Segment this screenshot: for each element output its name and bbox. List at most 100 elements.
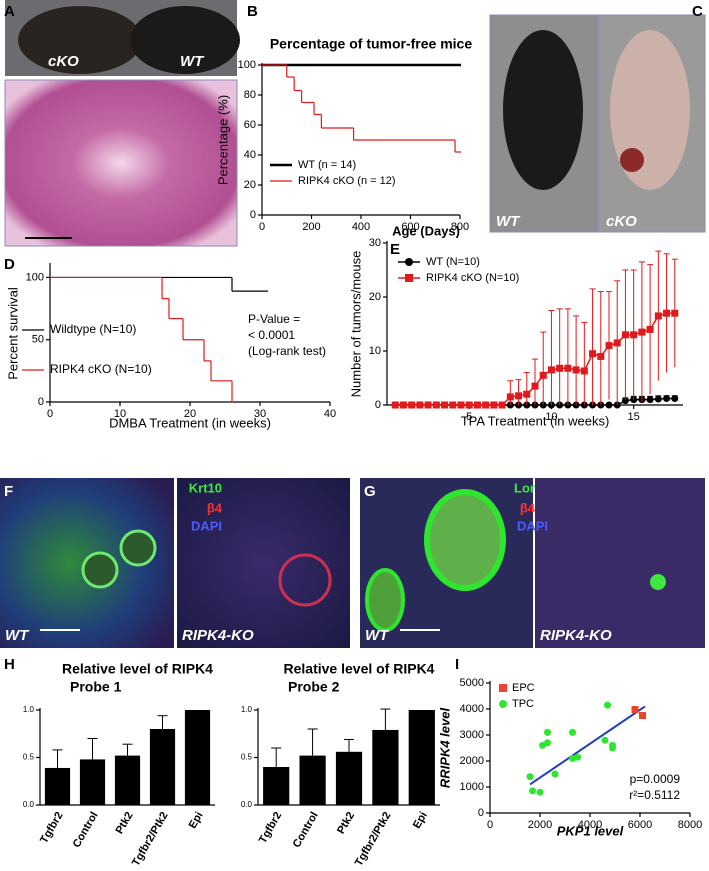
annotation: P-Value = bbox=[248, 312, 300, 326]
marker bbox=[547, 366, 555, 374]
marker bbox=[654, 395, 662, 403]
point bbox=[574, 753, 581, 761]
panel-letter: C bbox=[692, 3, 703, 20]
legend-label: EPC bbox=[512, 682, 535, 694]
image-label: WT bbox=[5, 627, 30, 644]
legend-label: WT (N=10) bbox=[426, 256, 480, 268]
legend-label: RIPK4 cKO (N=10) bbox=[50, 362, 152, 376]
cell bbox=[365, 568, 405, 632]
panel-letter: G bbox=[364, 483, 376, 500]
y-tick-label: 0 bbox=[250, 209, 256, 221]
marker bbox=[449, 401, 457, 409]
marker bbox=[465, 401, 473, 409]
x-axis-label: PKP1 level bbox=[557, 823, 624, 838]
x-axis-label: TPA Treatment (in weeks) bbox=[461, 413, 610, 428]
x-tick-label: 5 bbox=[466, 411, 472, 423]
annotation: p=0.0009 bbox=[630, 772, 681, 786]
x-tick-label: 15 bbox=[628, 411, 640, 423]
y-tick-label: 2000 bbox=[460, 755, 484, 767]
y-tick-label: 40 bbox=[244, 149, 256, 161]
stain-label: DAPI bbox=[191, 518, 222, 533]
legend-label: TPC bbox=[512, 698, 534, 710]
y-tick-label: 0.0 bbox=[23, 800, 35, 809]
marker bbox=[671, 309, 679, 317]
y-tick-label: 10 bbox=[369, 345, 381, 357]
cell bbox=[650, 574, 666, 590]
x-tick-label: 20 bbox=[184, 408, 196, 420]
marker bbox=[506, 393, 514, 401]
chart-subtitle: Probe 2 bbox=[288, 679, 340, 695]
bar bbox=[79, 759, 106, 805]
marker bbox=[482, 401, 490, 409]
y-tick-label: 0 bbox=[478, 807, 484, 819]
point bbox=[604, 701, 611, 709]
y-axis-label: Percent survival bbox=[5, 287, 20, 380]
marker bbox=[523, 390, 531, 398]
y-tick-label: 4000 bbox=[460, 703, 484, 715]
cell bbox=[278, 553, 332, 607]
marker bbox=[490, 401, 498, 409]
x-tick-label: Tgfbr2 bbox=[257, 810, 285, 846]
x-tick-label: 8000 bbox=[678, 819, 702, 831]
stain-label: DAPI bbox=[517, 518, 548, 533]
x-tick-label: Epi bbox=[411, 810, 430, 831]
marker bbox=[638, 328, 646, 336]
x-tick-label: 10 bbox=[545, 411, 557, 423]
y-tick-label: 3000 bbox=[460, 729, 484, 741]
cell bbox=[81, 551, 119, 589]
point bbox=[536, 788, 544, 796]
panel-letter: E bbox=[390, 241, 400, 258]
legend-marker bbox=[499, 684, 507, 692]
x-axis-label: DMBA Treatment (in weeks) bbox=[109, 415, 271, 430]
annotation: < 0.0001 bbox=[248, 328, 295, 342]
annotation: r²=0.5112 bbox=[629, 788, 680, 802]
fit-line bbox=[529, 705, 646, 786]
panel-letter: B bbox=[247, 3, 258, 20]
marker bbox=[671, 395, 679, 403]
marker bbox=[589, 350, 597, 358]
chart-title: Relative level of RIPK4 bbox=[62, 661, 213, 677]
point bbox=[569, 728, 576, 736]
marker bbox=[580, 367, 588, 375]
x-tick-label: 30 bbox=[254, 408, 266, 420]
x-tick-label: 4000 bbox=[578, 819, 602, 831]
marker bbox=[539, 371, 547, 379]
marker bbox=[556, 364, 564, 372]
y-tick-label: 50 bbox=[32, 334, 44, 346]
marker bbox=[663, 395, 671, 403]
stain-label: β4 bbox=[207, 500, 223, 515]
point bbox=[526, 773, 534, 781]
panel-letter: F bbox=[4, 483, 13, 500]
x-tick-label: 10 bbox=[114, 408, 126, 420]
x-tick-label: 40 bbox=[324, 408, 336, 420]
legend-label: WT (n = 14) bbox=[298, 159, 356, 171]
x-tick-label: 2000 bbox=[528, 819, 552, 831]
y-tick-label: 1000 bbox=[460, 781, 484, 793]
image-label: RIPK4-KO bbox=[182, 627, 254, 644]
x-tick-label: 0 bbox=[259, 221, 265, 233]
image-label: WT bbox=[496, 213, 521, 230]
bar bbox=[114, 755, 141, 805]
marker bbox=[621, 397, 629, 405]
bar bbox=[263, 767, 290, 805]
marker bbox=[408, 401, 416, 409]
point bbox=[529, 787, 536, 795]
marker bbox=[473, 401, 481, 409]
cell bbox=[424, 489, 506, 591]
point bbox=[544, 739, 551, 747]
chart-title: Percentage of tumor-free mice bbox=[270, 36, 472, 52]
y-tick-label: 5000 bbox=[460, 677, 484, 689]
marker bbox=[613, 339, 621, 347]
y-axis-label: RRIPK4 level bbox=[437, 708, 452, 789]
image-label: WT bbox=[180, 53, 205, 70]
marker bbox=[424, 401, 432, 409]
x-tick-label: Control bbox=[291, 810, 321, 850]
y-tick-label: 1.0 bbox=[23, 705, 35, 714]
image-label: cKO bbox=[606, 213, 637, 230]
histology bbox=[4, 79, 238, 247]
y-tick-label: 0.5 bbox=[241, 753, 253, 762]
panel-letter: A bbox=[4, 3, 15, 20]
bar bbox=[335, 751, 363, 805]
marker bbox=[572, 366, 580, 374]
